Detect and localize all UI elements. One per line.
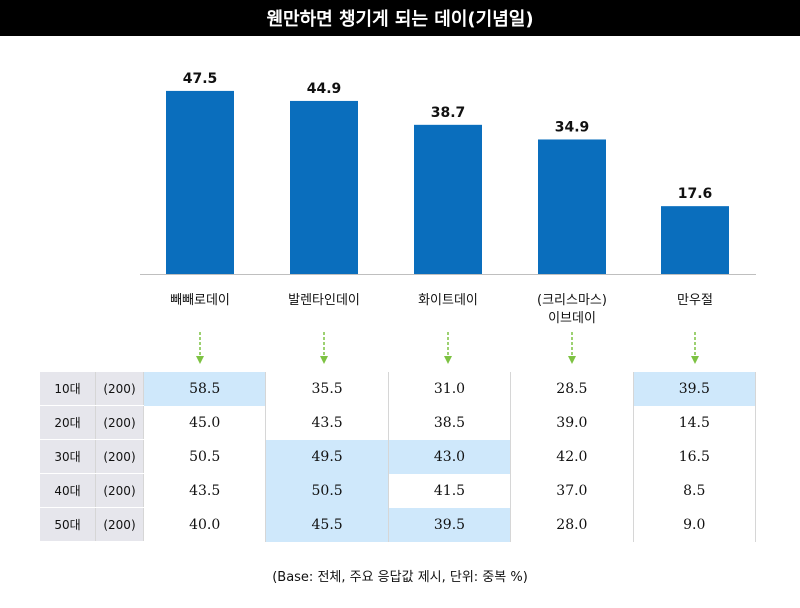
value-cell: 50.5 xyxy=(265,473,389,508)
value-cell: 31.0 xyxy=(388,372,512,406)
table-row: 30대 (200) 50.5 49.5 43.0 42.0 16.5 xyxy=(40,439,757,474)
age-group-cell: 10대 xyxy=(40,372,96,406)
value-cell: 37.0 xyxy=(510,473,634,508)
bar xyxy=(661,206,729,274)
bar xyxy=(290,100,358,274)
value-cell: 50.5 xyxy=(143,439,267,474)
value-cell: 42.0 xyxy=(510,439,634,474)
base-count-cell: (200) xyxy=(95,439,144,474)
category-label: 만우절 xyxy=(677,293,713,308)
value-cell: 16.5 xyxy=(633,439,757,474)
category-label: 화이트데이 xyxy=(418,293,478,308)
data-label: 38.7 xyxy=(431,105,466,121)
value-cell: 9.0 xyxy=(633,507,757,542)
value-cell: 38.5 xyxy=(388,405,512,440)
base-count-cell: (200) xyxy=(95,473,144,508)
category-label: 빼빼로데이 xyxy=(170,293,230,308)
value-cell: 45.5 xyxy=(265,507,389,542)
value-cell: 8.5 xyxy=(633,473,757,508)
age-group-cell: 40대 xyxy=(40,473,96,508)
value-cell: 43.5 xyxy=(143,473,267,508)
bar xyxy=(166,90,234,274)
value-cell: 39.5 xyxy=(633,372,757,406)
value-cell: 40.0 xyxy=(143,507,267,542)
down-arrow-icon xyxy=(320,356,328,364)
bar xyxy=(538,139,606,274)
data-label: 47.5 xyxy=(183,71,218,87)
category-label: 이브데이 xyxy=(548,311,596,326)
value-cell: 35.5 xyxy=(265,372,389,406)
value-cell: 41.5 xyxy=(388,473,512,508)
down-arrow-icon xyxy=(444,356,452,364)
age-group-cell: 30대 xyxy=(40,439,96,474)
value-cell: 45.0 xyxy=(143,405,267,440)
age-group-cell: 50대 xyxy=(40,507,96,542)
data-label: 17.6 xyxy=(678,186,713,202)
value-cell: 39.5 xyxy=(388,507,512,542)
base-count-cell: (200) xyxy=(95,372,144,406)
table-row: 50대 (200) 40.0 45.5 39.5 28.0 9.0 xyxy=(40,507,757,542)
bar-chart: 47.5 빼빼로데이 44.9 발렌타인데이 38.7 화이트데이 34.9 (크리스마스) 이… xyxy=(140,71,756,364)
category-label: (크리스마스) xyxy=(537,293,607,308)
down-arrow-icon xyxy=(196,356,204,364)
value-cell: 43.5 xyxy=(265,405,389,440)
category-label: 발렌타인데이 xyxy=(288,293,360,308)
age-breakdown-table: 10대 (200) 58.5 35.5 31.0 28.5 39.5 20대 (200) 45.0… xyxy=(40,372,757,542)
table-row: 20대 (200) 45.0 43.5 38.5 39.0 14.5 xyxy=(40,405,757,440)
value-cell: 14.5 xyxy=(633,405,757,440)
value-cell: 49.5 xyxy=(265,439,389,474)
value-cell: 58.5 xyxy=(143,372,267,406)
base-count-cell: (200) xyxy=(95,405,144,440)
value-cell: 39.0 xyxy=(510,405,634,440)
bar xyxy=(414,124,482,274)
base-count-cell: (200) xyxy=(95,507,144,542)
table-row: 40대 (200) 43.5 50.5 41.5 37.0 8.5 xyxy=(40,473,757,508)
chart-title: 웬만하면 챙기게 되는 데이(기념일) xyxy=(0,0,800,36)
table-row: 10대 (200) 58.5 35.5 31.0 28.5 39.5 xyxy=(40,372,757,406)
value-cell: 28.0 xyxy=(510,507,634,542)
breakdown-table-container: 10대 (200) 58.5 35.5 31.0 28.5 39.5 20대 (200) 45.0… xyxy=(40,372,757,542)
value-cell: 28.5 xyxy=(510,372,634,406)
data-label: 44.9 xyxy=(307,81,342,97)
down-arrow-icon xyxy=(691,356,699,364)
footnote: (Base: 전체, 주요 응답값 제시, 단위: 중복 %) xyxy=(272,570,528,585)
down-arrow-icon xyxy=(568,356,576,364)
age-group-cell: 20대 xyxy=(40,405,96,440)
value-cell: 43.0 xyxy=(388,439,512,474)
data-label: 34.9 xyxy=(555,119,590,135)
